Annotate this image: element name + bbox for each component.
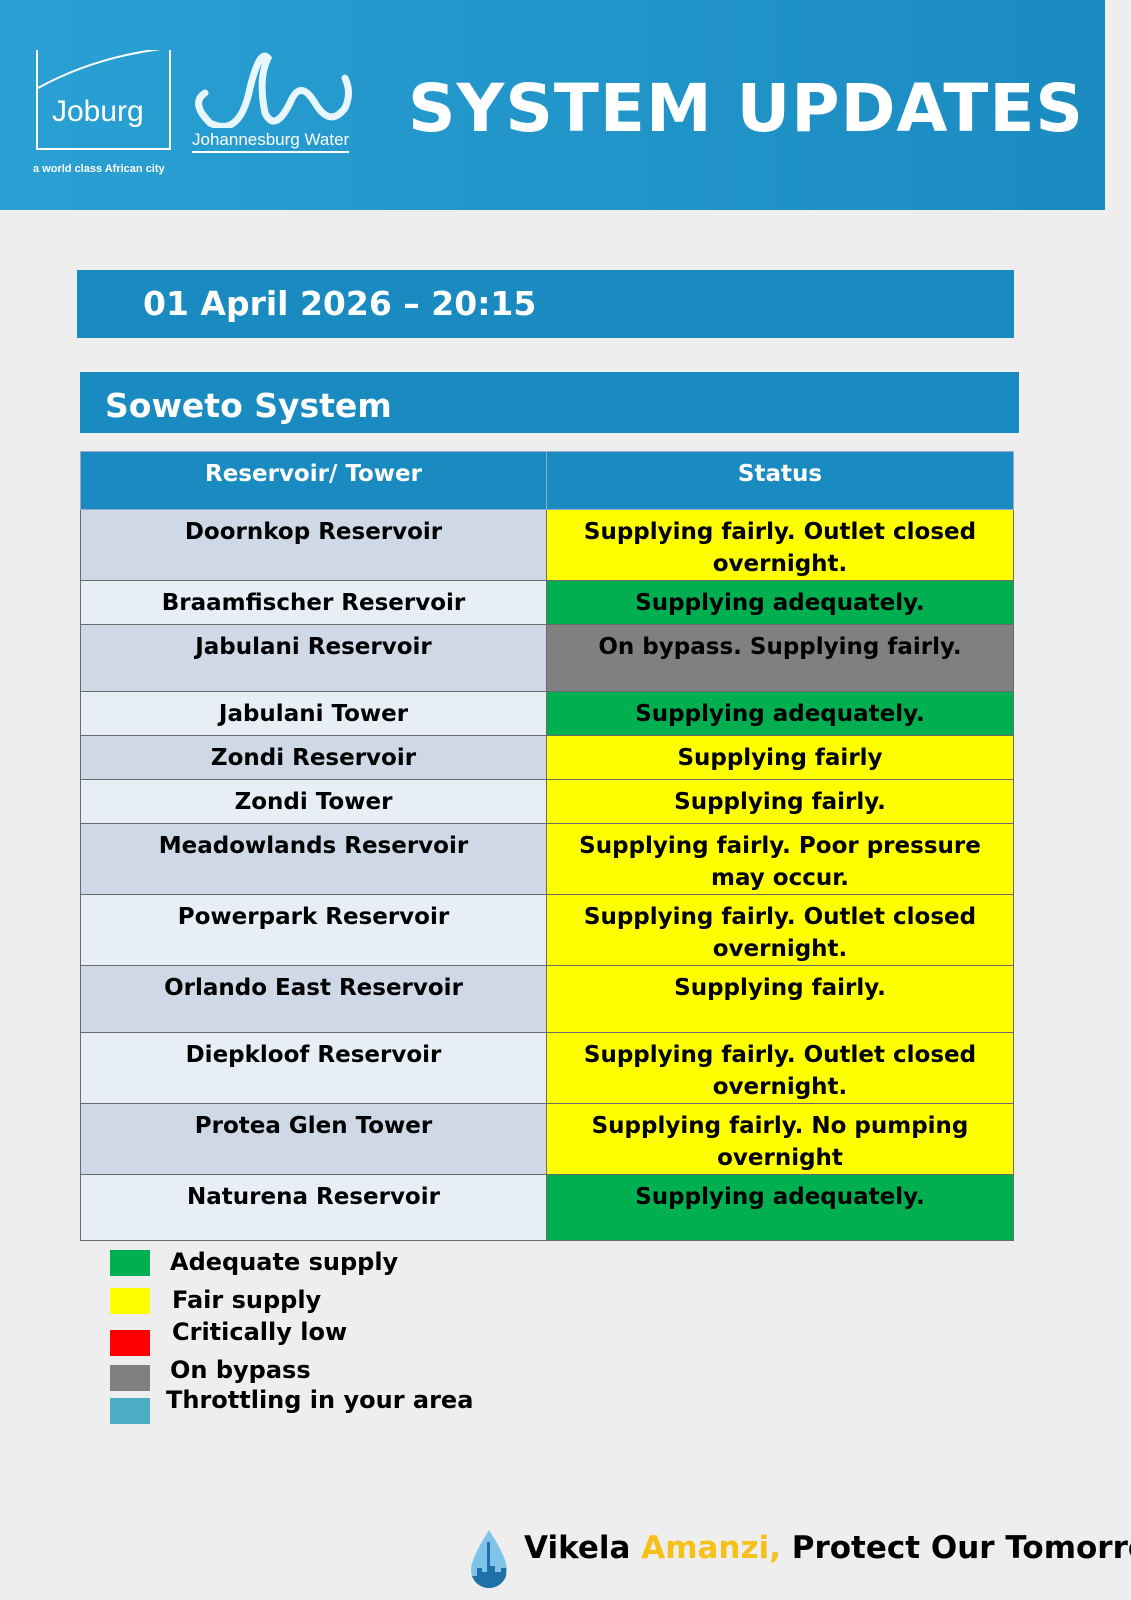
status-cell: Supplying fairly. [546,779,1014,824]
page-title: SYSTEM UPDATES [408,70,1084,147]
table-row: Diepkloof Reservoir Supplying fairly. Out… [80,1032,1014,1104]
table-row: Zondi Reservoir Supplying fairly [80,735,1014,780]
reservoir-name: Orlando East Reservoir [80,965,547,1033]
table-row: Doornkop Reservoir Supplying fairly. Outl… [80,509,1014,581]
footer-slogan: Vikela Amanzi, Protect Our Tomorrow [524,1530,1131,1566]
status-cell: Supplying fairly. Outlet closed overnigh… [546,509,1014,581]
reservoir-name: Zondi Reservoir [80,735,547,780]
status-cell: Supplying fairly. Outlet closed overnigh… [546,894,1014,966]
legend-swatch [110,1288,150,1314]
status-cell: Supplying fairly. No pumping overnight [546,1103,1014,1175]
status-cell: Supplying fairly [546,735,1014,780]
table-row: Orlando East Reservoir Supplying fairly. [80,965,1014,1033]
table-row: Zondi Tower Supplying fairly. [80,779,1014,824]
table-row: Meadowlands Reservoir Supplying fairly. P… [80,823,1014,895]
table-row: Powerpark Reservoir Supplying fairly. Out… [80,894,1014,966]
legend-swatch [110,1365,150,1391]
joburg-logo-text: Joburg [52,95,144,128]
reservoir-name: Meadowlands Reservoir [80,823,547,895]
status-cell: On bypass. Supplying fairly. [546,624,1014,692]
reservoir-name: Doornkop Reservoir [80,509,547,581]
column-header-status: Status [546,451,1014,510]
water-logo-text: Johannesburg Water [192,130,350,153]
legend-label: Adequate supply [170,1248,399,1276]
status-cell: Supplying adequately. [546,1174,1014,1241]
date-time-bar: 01 April 2026 – 20:15 [77,270,1014,338]
reservoir-name: Diepkloof Reservoir [80,1032,547,1104]
reservoir-name: Braamfischer Reservoir [80,580,547,625]
reservoir-name: Powerpark Reservoir [80,894,547,966]
table-row: Jabulani Reservoir On bypass. Supplying f… [80,624,1014,692]
column-header-reservoir: Reservoir/ Tower [80,451,547,510]
city-tagline: a world class African city [33,163,165,175]
header-banner: Joburg a world class African city Johann… [0,0,1105,210]
slogan-part: Protect Our Tomorrow [791,1530,1131,1566]
system-title: Soweto System [80,372,1019,433]
status-table: Reservoir/ Tower Status Doornkop Reservo… [80,451,1014,1241]
legend-swatch [110,1398,150,1424]
legend-label: Throttling in your area [166,1386,474,1414]
joburg-logo [36,50,171,150]
status-cell: Supplying adequately. [546,691,1014,736]
status-cell: Supplying adequately. [546,580,1014,625]
reservoir-name: Jabulani Tower [80,691,547,736]
table-row: Braamfischer Reservoir Supplying adequate… [80,580,1014,625]
legend-swatch [110,1330,150,1356]
reservoir-name: Zondi Tower [80,779,547,824]
legend-label: On bypass [170,1356,311,1384]
status-cell: Supplying fairly. Outlet closed overnigh… [546,1032,1014,1104]
slogan-part: Vikela [524,1530,642,1566]
status-cell: Supplying fairly. Poor pressure may occu… [546,823,1014,895]
table-row: Naturena Reservoir Supplying adequately. [80,1174,1014,1241]
legend-label: Fair supply [172,1286,322,1314]
status-cell: Supplying fairly. [546,965,1014,1033]
table-row: Protea Glen Tower Supplying fairly. No pu… [80,1103,1014,1175]
table-row: Jabulani Tower Supplying adequately. [80,691,1014,736]
legend-swatch [110,1250,150,1276]
water-drop-icon [471,1530,507,1589]
water-wave-logo [195,52,352,128]
slogan-accent: Amanzi, [641,1530,781,1566]
reservoir-name: Jabulani Reservoir [80,624,547,692]
legend-label: Critically low [172,1318,348,1346]
reservoir-name: Protea Glen Tower [80,1103,547,1175]
reservoir-name: Naturena Reservoir [80,1174,547,1241]
